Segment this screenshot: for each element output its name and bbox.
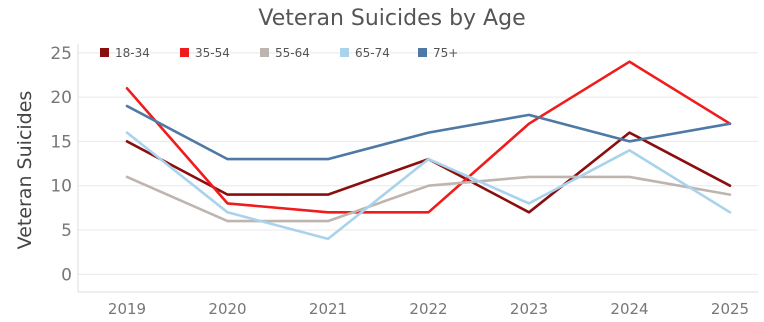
y-tick-label: 10 xyxy=(50,177,72,197)
legend-label: 18-34 xyxy=(115,46,150,60)
legend-label: 55-64 xyxy=(275,46,310,60)
legend-swatch xyxy=(260,48,269,57)
x-tick-label: 2024 xyxy=(610,300,648,318)
legend-swatch xyxy=(100,48,109,57)
legend-swatch xyxy=(418,48,427,57)
legend-item-55-64: 55-64 xyxy=(260,46,310,60)
y-tick-label: 5 xyxy=(61,221,72,241)
series-line-35-54 xyxy=(125,60,732,214)
legend-item-18-34: 18-34 xyxy=(100,46,150,60)
x-tick-label: 2019 xyxy=(108,300,146,318)
legend-swatch xyxy=(180,48,189,57)
y-tick-label: 0 xyxy=(61,265,72,285)
y-tick-label: 20 xyxy=(50,88,72,108)
y-tick-label: 15 xyxy=(50,132,72,152)
legend-swatch xyxy=(340,48,349,57)
y-axis-label: Veteran Suicides xyxy=(14,91,36,250)
legend-label: 65-74 xyxy=(355,46,390,60)
x-tick-label: 2020 xyxy=(208,300,246,318)
x-tick-label: 2021 xyxy=(309,300,347,318)
legend: 18-34 35-54 55-64 65-74 75+ xyxy=(100,46,458,60)
legend-item-75+: 75+ xyxy=(418,46,458,60)
x-tick-label: 2025 xyxy=(711,300,749,318)
legend-item-35-54: 35-54 xyxy=(180,46,230,60)
x-tick-label: 2023 xyxy=(510,300,548,318)
series-lines xyxy=(125,60,732,241)
series-line-75+ xyxy=(125,104,732,161)
series-line-18-34 xyxy=(125,131,732,214)
chart-title: Veteran Suicides by Age xyxy=(258,6,525,31)
legend-item-65-74: 65-74 xyxy=(340,46,390,60)
legend-label: 35-54 xyxy=(195,46,230,60)
legend-label: 75+ xyxy=(433,46,458,60)
series-line-65-74 xyxy=(125,131,732,241)
series-line-55-64 xyxy=(125,175,732,223)
x-tick-label: 2022 xyxy=(409,300,447,318)
y-tick-label: 25 xyxy=(50,44,72,64)
